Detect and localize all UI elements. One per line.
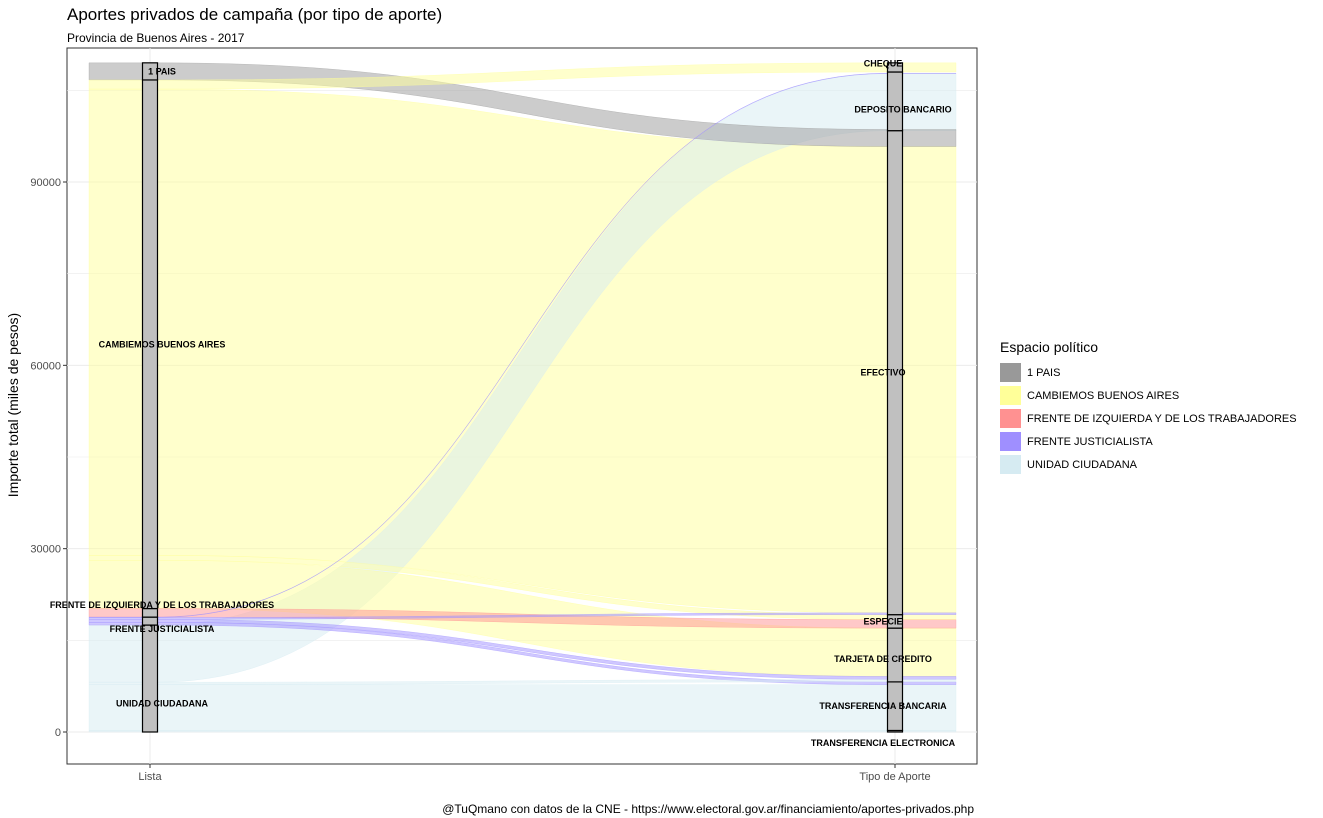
stratum-labels: UNIDAD CIUDADANA FRENTE JUSTICIALISTA FREN… — [50, 58, 956, 748]
y-axis: 0 30000 60000 90000 Importe total (miles de … — [5, 177, 67, 739]
legend-label: CAMBIEMOS BUENOS AIRES — [1027, 389, 1180, 402]
legend-item-frente-de-izquierda-y-de-los-trabajadores: FRENTE DE IZQUIERDA Y DE LOS TRABAJADORE… — [1000, 407, 1297, 430]
x-axis: Lista Tipo de Aporte — [138, 764, 931, 783]
y-tick-label: 0 — [55, 727, 61, 739]
stratum-unidad-ciudadana — [141, 624, 159, 733]
x-tick-label: Tipo de Aporte — [859, 771, 930, 783]
legend-item-cambiemos-buenos-aires: CAMBIEMOS BUENOS AIRES — [1000, 384, 1297, 407]
legend-key — [1000, 363, 1021, 382]
tipo-strata — [886, 62, 904, 733]
legend-label: FRENTE JUSTICIALISTA — [1027, 435, 1153, 448]
flow-frente-justicialista-to-transferencia-bancaria — [88, 622, 957, 685]
flow-frente-de-izquierda-y-de-los-trabajadores-to-especie — [88, 608, 957, 629]
stratum-1-pais — [141, 62, 159, 81]
stratum-label-tarjeta-de-credito: TARJETA DE CREDITO — [834, 654, 932, 664]
legend: Espacio político 1 PAIS CAMBIEMOS BUENOS … — [1000, 339, 1297, 476]
chart-caption: @TuQmano con datos de la CNE - https://w… — [442, 802, 974, 816]
x-tick-label: Lista — [138, 771, 162, 783]
y-tick-label: 60000 — [30, 360, 61, 372]
legend-key — [1000, 455, 1021, 474]
flow-unidad-ciudadana-to-transferencia-electronica — [88, 730, 957, 733]
legend-key — [1000, 432, 1021, 451]
stratum-label-frente-justicialista: FRENTE JUSTICIALISTA — [110, 624, 215, 634]
legend-title: Espacio político — [1000, 339, 1099, 355]
stratum-label-efectivo: EFECTIVO — [860, 368, 905, 378]
legend-item-1-pais: 1 PAIS — [1000, 361, 1297, 384]
stratum-label-cheque: CHEQUE — [864, 58, 903, 68]
stratum-label-unidad-ciudadana: UNIDAD CIUDADANA — [116, 699, 208, 709]
legend-key — [1000, 386, 1021, 405]
flow-cambiemos-buenos-aires-to-especie — [88, 555, 957, 620]
stratum-label-1-pais: 1 PAIS — [148, 66, 176, 76]
stratum-cheque — [886, 62, 904, 73]
stratum-deposito-bancario — [886, 71, 904, 132]
chart-subtitle: Provincia de Buenos Aires - 2017 — [67, 31, 245, 45]
flows — [88, 62, 957, 733]
legend-label: FRENTE DE IZQUIERDA Y DE LOS TRABAJADORE… — [1027, 412, 1297, 425]
y-axis-label: Importe total (miles de pesos) — [5, 313, 21, 497]
stratum-label-transferencia-electronica: TRANSFERENCIA ELECTRONICA — [811, 738, 956, 748]
legend-label: UNIDAD CIUDADANA — [1027, 458, 1138, 471]
lista-strata — [141, 62, 159, 733]
flow-frente-justicialista-to-deposito-bancario — [88, 72, 957, 618]
stratum-label-frente-de-izquierda-y-de-los-trabajadores: FRENTE DE IZQUIERDA Y DE LOS TRABAJADORE… — [50, 600, 274, 610]
stratum-label-especie: ESPECIE — [863, 616, 902, 626]
stratum-label-deposito-bancario: DEPOSITO BANCARIO — [854, 104, 951, 114]
legend-item-frente-justicialista: FRENTE JUSTICIALISTA — [1000, 430, 1297, 453]
flow-cambiemos-buenos-aires-to-cheque — [88, 62, 957, 90]
legend-item-unidad-ciudadana: UNIDAD CIUDADANA — [1000, 453, 1297, 476]
chart-title: Aportes privados de campaña (por tipo de… — [67, 5, 443, 24]
legend-key — [1000, 409, 1021, 428]
y-tick-label: 30000 — [30, 544, 61, 556]
legend-label: 1 PAIS — [1027, 366, 1061, 379]
stratum-label-cambiemos-buenos-aires: CAMBIEMOS BUENOS AIRES — [99, 339, 226, 349]
stratum-label-transferencia-bancaria: TRANSFERENCIA BANCARIA — [819, 701, 947, 711]
y-tick-label: 90000 — [30, 177, 61, 189]
